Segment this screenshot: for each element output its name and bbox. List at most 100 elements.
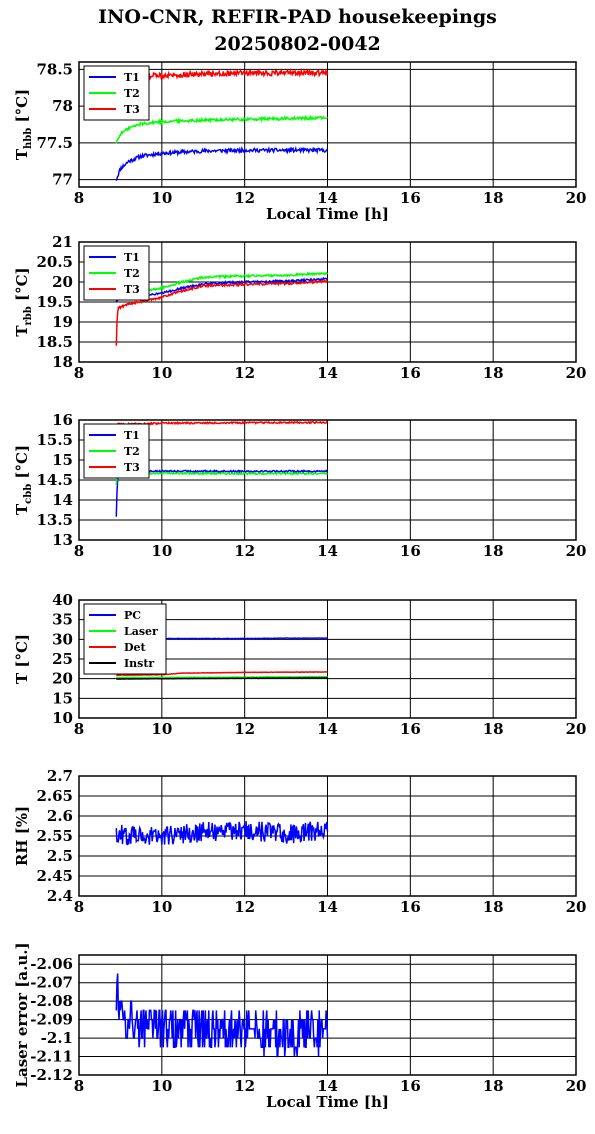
y-tick-label: -2.11 [30, 1048, 73, 1066]
y-tick-label: 13 [52, 531, 73, 549]
y-tick-label: 19 [52, 313, 73, 331]
y-tick-label: 2.55 [36, 827, 73, 845]
y-axis-label: Tcbb [°C] [13, 445, 34, 515]
series-line-t3 [115, 279, 329, 346]
x-tick-label: 20 [566, 364, 587, 382]
x-tick-label: 8 [74, 542, 84, 560]
y-tick-label: 2.45 [36, 867, 73, 885]
y-tick-label: -2.08 [30, 992, 73, 1010]
series-line-t2 [115, 471, 329, 485]
legend-label-laser: Laser [124, 625, 158, 638]
x-tick-label: 12 [234, 364, 255, 382]
y-axis-label: Thbb [°C] [13, 89, 34, 160]
y-tick-label: 20 [52, 670, 73, 688]
y-axis-label: Trbb [°C] [13, 267, 34, 336]
series-line-t2 [115, 114, 329, 144]
y-tick-label: -2.07 [30, 974, 73, 992]
series-line-t2 [115, 271, 329, 299]
y-tick-label: 20.5 [36, 253, 73, 271]
x-tick-label: 16 [400, 189, 421, 207]
y-tick-label: -2.06 [30, 955, 73, 973]
chart-panel-5: 8 10 12 14 16 18 20 2.4 2.45 2.5 2.55 2.6 2.65 2.7 RH … [13, 767, 586, 916]
y-tick-label: 19.5 [36, 293, 73, 311]
series-line-det [116, 671, 328, 677]
series-group [115, 67, 329, 181]
x-tick-label: 18 [483, 542, 504, 560]
series-line-t3 [136, 67, 329, 81]
legend: PC Laser Det Instr [83, 603, 167, 675]
y-tick-label: 15 [52, 451, 73, 469]
series-line-t1 [115, 276, 328, 302]
x-tick-label: 10 [151, 1077, 172, 1095]
x-tick-label: 18 [483, 1077, 504, 1095]
x-tick-label: 20 [566, 1077, 587, 1095]
y-tick-label: 30 [52, 630, 73, 648]
y-tick-label: 20 [52, 273, 73, 291]
legend-label-pc: PC [124, 609, 141, 622]
x-tick-label: 14 [317, 364, 338, 382]
legend-label-t2: T2 [124, 445, 140, 458]
x-tick-label: 10 [151, 542, 172, 560]
legend-label-instr: Instr [124, 657, 154, 670]
series-line-instr [116, 677, 328, 680]
x-tick-label: 20 [566, 189, 587, 207]
y-tick-label: 2.7 [47, 767, 73, 785]
legend-label-t2: T2 [124, 267, 140, 280]
y-tick-label: 77 [52, 171, 73, 189]
series-line-t1 [115, 145, 329, 181]
chart-panel-3: 8 10 12 14 16 18 20 13 13.5 14 14.5 15 15.5 16 Tcbb [°… [13, 411, 586, 560]
x-tick-label: 10 [151, 364, 172, 382]
y-tick-label: 15 [52, 689, 73, 707]
x-tick-label: 8 [74, 1077, 84, 1095]
x-axis-label: Local Time [h] [266, 205, 389, 223]
x-tick-label: 18 [483, 898, 504, 916]
x-tick-label: 12 [234, 1077, 255, 1095]
y-tick-label: 2.4 [47, 887, 73, 905]
x-tick-label: 20 [566, 720, 587, 738]
y-tick-label: 25 [52, 650, 73, 668]
y-tick-label: 21 [52, 233, 73, 251]
title-line-2: 20250802-0042 [214, 33, 381, 55]
y-axis-label: RH [%] [13, 806, 31, 866]
x-tick-label: 14 [317, 720, 338, 738]
y-tick-label: 16 [52, 411, 73, 429]
x-tick-label: 12 [234, 542, 255, 560]
series-group [115, 420, 329, 517]
series-line-1 [115, 821, 329, 846]
series-group [115, 271, 329, 346]
legend-label-det: Det [124, 641, 147, 654]
x-tick-label: 16 [400, 898, 421, 916]
x-tick-label: 20 [566, 898, 587, 916]
y-tick-label: 15.5 [36, 431, 73, 449]
y-tick-label: 78.5 [36, 60, 73, 78]
x-tick-label: 8 [74, 189, 84, 207]
y-tick-label: 14 [52, 491, 73, 509]
x-tick-label: 12 [234, 189, 255, 207]
y-tick-label: -2.1 [41, 1029, 73, 1047]
legend-label-t1: T1 [124, 251, 140, 264]
legend-label-t3: T3 [124, 103, 140, 116]
y-tick-label: -2.09 [30, 1011, 73, 1029]
legend: T1 T2 T3 [83, 65, 150, 121]
chart-panel-6: 8 10 12 14 16 18 20-2.12-2.11-2.1-2.09-2.08-2.… [13, 942, 586, 1111]
plot-frame [78, 61, 577, 188]
x-tick-label: 16 [400, 542, 421, 560]
legend-label-t2: T2 [124, 87, 140, 100]
y-axis-label: T [°C] [13, 634, 31, 684]
x-tick-label: 12 [234, 720, 255, 738]
legend-label-t1: T1 [124, 71, 140, 84]
x-tick-label: 18 [483, 364, 504, 382]
y-tick-label: -2.12 [30, 1066, 73, 1084]
plot-frame [78, 599, 577, 719]
series-group [115, 821, 329, 846]
x-tick-label: 14 [317, 189, 338, 207]
x-tick-label: 10 [151, 898, 172, 916]
x-tick-label: 12 [234, 898, 255, 916]
y-tick-label: 2.6 [47, 807, 73, 825]
y-tick-label: 10 [52, 709, 73, 727]
y-tick-label: 77.5 [36, 134, 73, 152]
series-line-laser [116, 675, 328, 679]
series-group [115, 973, 329, 1058]
